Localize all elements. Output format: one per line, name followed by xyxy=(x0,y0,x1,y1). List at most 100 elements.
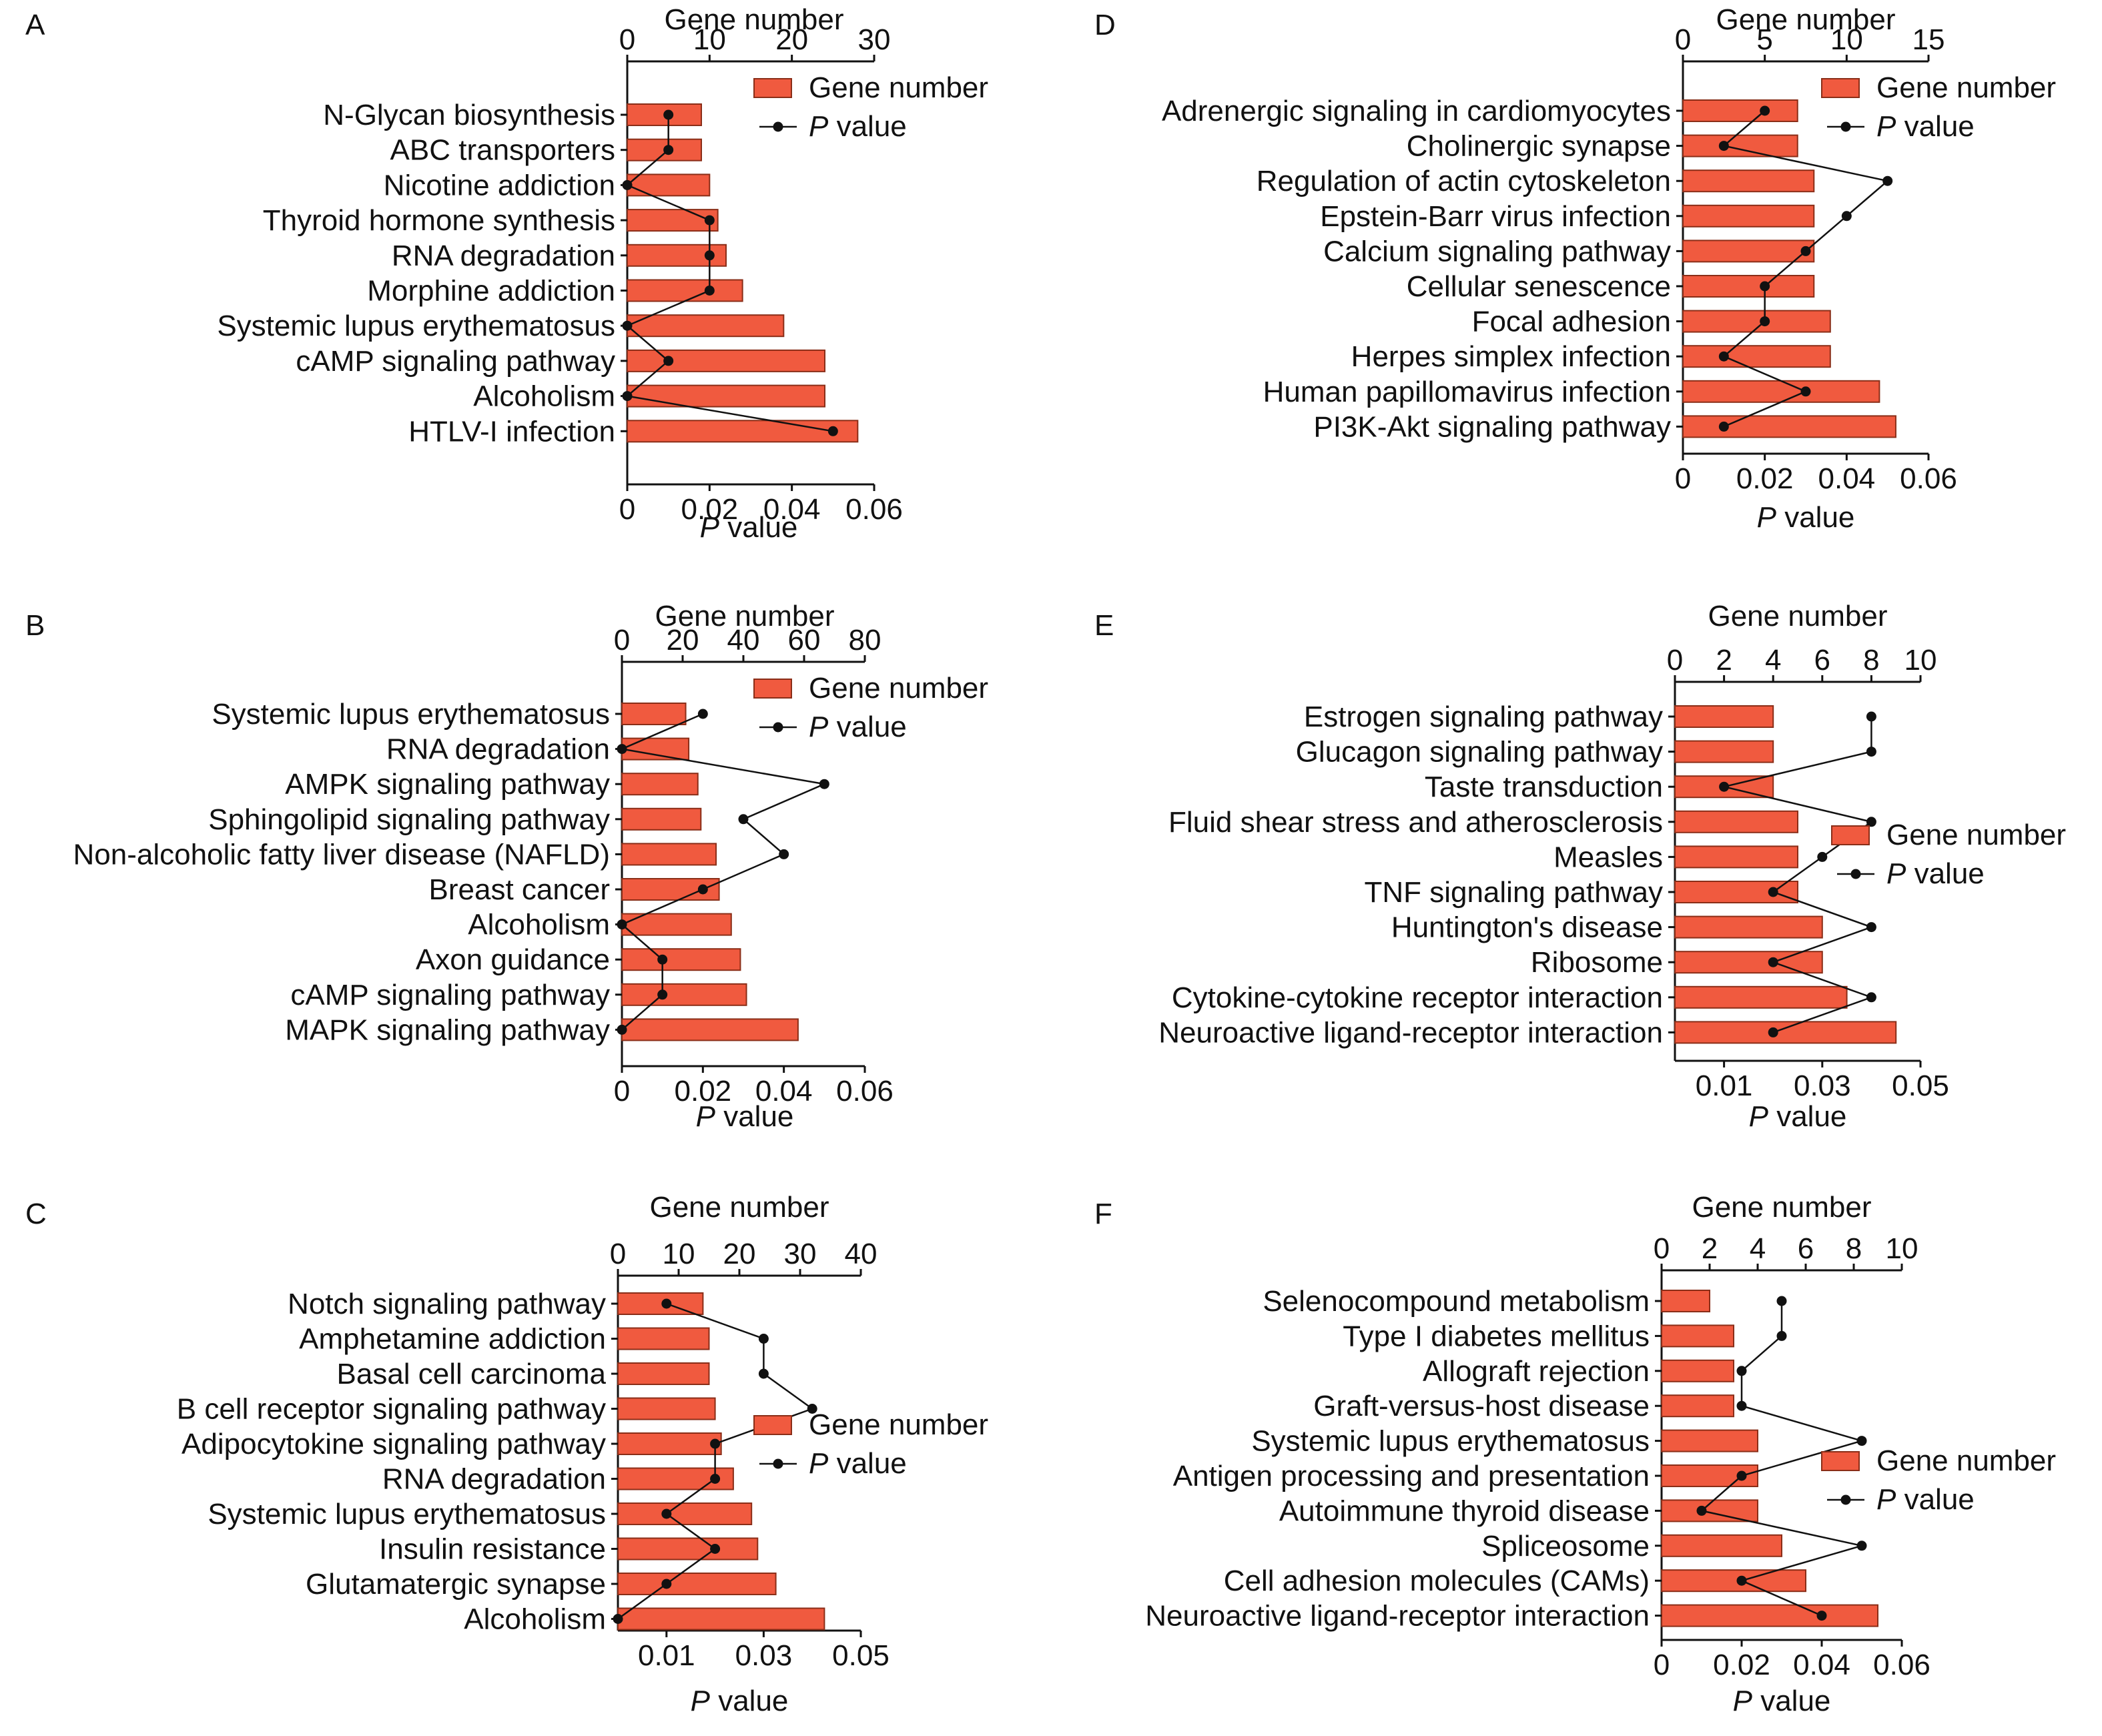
bar xyxy=(621,773,699,796)
top-axis-tick-label: 40 xyxy=(845,1238,878,1270)
legend-line-label-rest: value xyxy=(828,110,906,143)
p-value-point xyxy=(613,1614,623,1624)
p-value-line xyxy=(625,115,833,432)
legend-line-label: P value xyxy=(809,110,907,143)
bottom-axis-tick-label: 0.06 xyxy=(836,1075,894,1108)
category-label: Cell adhesion molecules (CAMs) xyxy=(1224,1565,1650,1597)
top-axis-title: Gene number xyxy=(649,1191,829,1224)
p-value-point xyxy=(1856,1436,1867,1446)
category-label: RNA degradation xyxy=(392,240,615,272)
top-axis-tick-label: 30 xyxy=(858,23,891,56)
category-label: Fluid shear stress and atherosclerosis xyxy=(1168,806,1663,839)
legend-bar-label: Gene number xyxy=(1876,1444,2056,1477)
bar xyxy=(1661,1429,1758,1452)
p-value-point xyxy=(1696,1505,1707,1516)
legend-point-swatch xyxy=(1840,1494,1851,1505)
category-label: Antigen processing and presentation xyxy=(1173,1460,1650,1492)
legend: Gene number P value xyxy=(753,672,988,743)
bar xyxy=(1674,1021,1897,1044)
bottom-axis-title-rest: value xyxy=(715,1100,793,1133)
bar xyxy=(617,1292,704,1315)
p-value-point xyxy=(710,1438,721,1449)
p-value-point xyxy=(1776,1330,1787,1341)
category-label: Alcoholism xyxy=(473,380,615,413)
p-value-point xyxy=(622,391,633,402)
p-value-point xyxy=(617,744,627,755)
category-label: HTLV-I infection xyxy=(408,415,615,448)
category-label: Systemic lupus erythematosus xyxy=(208,1498,606,1531)
legend-line-label: P value xyxy=(809,1447,907,1480)
p-value-point xyxy=(758,1368,769,1379)
category-label: Estrogen signaling pathway xyxy=(1304,701,1663,733)
category-label: Calcium signaling pathway xyxy=(1323,235,1671,268)
p-value-point xyxy=(1718,421,1729,432)
category-label: PI3K-Akt signaling pathway xyxy=(1313,410,1671,443)
bottom-axis-tick-label: 0 xyxy=(1654,1649,1670,1681)
category-label: Neuroactive ligand-receptor interaction xyxy=(1145,1600,1650,1633)
legend-line-label-italic: P xyxy=(1876,110,1896,143)
p-value-point xyxy=(661,1579,672,1589)
legend-line-label-italic: P xyxy=(809,110,829,143)
top-axis-tick-label: 0 xyxy=(1654,1232,1670,1265)
bar xyxy=(1682,169,1815,193)
top-axis-tick-label: 20 xyxy=(775,23,808,56)
p-value-point xyxy=(758,1334,769,1344)
p-value-point xyxy=(1760,105,1770,116)
top-axis-title: Gene number xyxy=(1716,3,1895,36)
p-value-point xyxy=(1718,141,1729,151)
top-axis-tick-label: 6 xyxy=(1798,1232,1814,1265)
legend-line-label-italic: P xyxy=(1886,857,1906,890)
p-value-point xyxy=(617,1024,627,1035)
category-label: Epstein-Barr virus infection xyxy=(1320,200,1671,233)
p-value-point xyxy=(710,1474,721,1484)
bottom-axis-title-rest: value xyxy=(710,1685,788,1717)
top-axis-title: Gene number xyxy=(1692,1191,1871,1224)
top-axis-tick-label: 20 xyxy=(723,1238,756,1270)
top-axis-tick-label: 10 xyxy=(663,1238,695,1270)
category-label: Insulin resistance xyxy=(379,1533,606,1566)
p-value-point xyxy=(1760,316,1770,327)
legend-bar-label: Gene number xyxy=(809,1408,988,1441)
bar xyxy=(617,1607,825,1631)
bottom-axis-tick-label: 0.05 xyxy=(832,1639,890,1672)
bar xyxy=(1674,810,1798,833)
bar xyxy=(1682,415,1896,438)
legend-point-swatch xyxy=(773,121,783,132)
panel-label: F xyxy=(1094,1198,1112,1230)
p-value-point xyxy=(661,1298,672,1309)
top-axis-title: Gene number xyxy=(655,600,834,632)
bottom-axis-tick-label: 0.02 xyxy=(681,493,739,526)
bar xyxy=(1682,99,1798,122)
bar xyxy=(627,384,825,408)
top-axis-tick-label: 2 xyxy=(1716,644,1732,677)
bottom-axis-title: P value xyxy=(700,511,798,544)
bottom-axis-title-rest: value xyxy=(719,511,797,544)
p-value-point xyxy=(622,320,633,331)
category-label: Amphetamine addiction xyxy=(299,1323,606,1356)
top-axis-tick-label: 10 xyxy=(1830,23,1863,56)
p-value-point xyxy=(704,286,715,296)
p-value-point xyxy=(1760,281,1770,292)
category-label: Systemic lupus erythematosus xyxy=(217,310,615,342)
p-value-point xyxy=(617,919,627,930)
bottom-axis-title-rest: value xyxy=(1776,501,1854,534)
p-value-line xyxy=(619,713,827,1031)
legend-line-label-italic: P xyxy=(1876,1483,1896,1516)
category-label: RNA degradation xyxy=(382,1463,606,1496)
legend-bar-swatch xyxy=(1821,78,1860,98)
p-value-point xyxy=(1856,1541,1867,1551)
p-value-point xyxy=(1866,817,1876,827)
p-value-point xyxy=(1866,747,1876,757)
top-axis-title: Gene number xyxy=(664,3,843,36)
category-label: AMPK signaling pathway xyxy=(285,768,610,801)
bar xyxy=(617,1432,722,1455)
category-label: Selenocompound metabolism xyxy=(1263,1285,1650,1318)
bar xyxy=(617,1573,777,1595)
category-label: Cholinergic synapse xyxy=(1407,130,1671,163)
top-axis-tick-label: 6 xyxy=(1814,644,1830,677)
top-axis-tick-label: 2 xyxy=(1702,1232,1718,1265)
category-label: Taste transduction xyxy=(1425,771,1663,803)
bar xyxy=(627,209,719,232)
legend: Gene number P value xyxy=(1821,1444,2056,1516)
category-label: Measles xyxy=(1553,841,1663,873)
